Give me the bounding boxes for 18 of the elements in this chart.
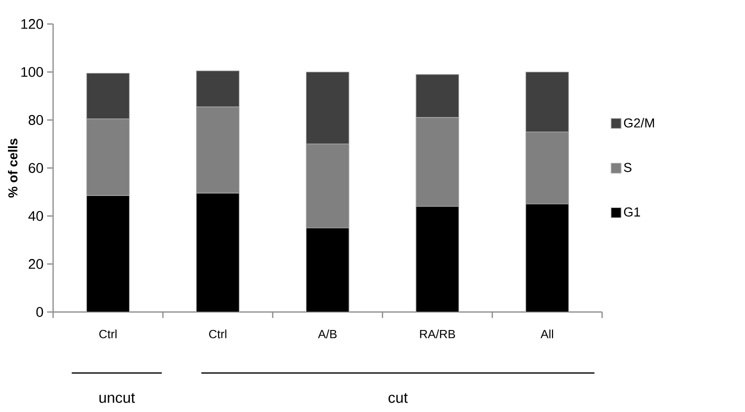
y-tick-label: 20 [28, 259, 44, 269]
legend-label: S [624, 162, 632, 172]
y-tick-label: 60 [28, 163, 44, 173]
legend-label: G1 [624, 207, 640, 217]
y-tick-label: 40 [28, 211, 44, 221]
y-axis-title: % of cells [8, 138, 18, 198]
text: uncut [99, 393, 135, 403]
x-tick-label: RA/RB [420, 330, 456, 338]
y-tick-label: 100 [21, 67, 44, 77]
legend-label: G2/M [624, 118, 654, 128]
x-tick-label: Ctrl [209, 330, 226, 338]
x-tick-label: A/B [318, 330, 337, 338]
y-tick-label: 0 [36, 307, 44, 317]
y-tick-label: 80 [28, 115, 44, 125]
x-tick-label: All [540, 330, 554, 338]
x-tick-label: Ctrl [99, 330, 116, 338]
y-tick-label: 120 [21, 19, 44, 29]
text: cut [388, 393, 408, 403]
